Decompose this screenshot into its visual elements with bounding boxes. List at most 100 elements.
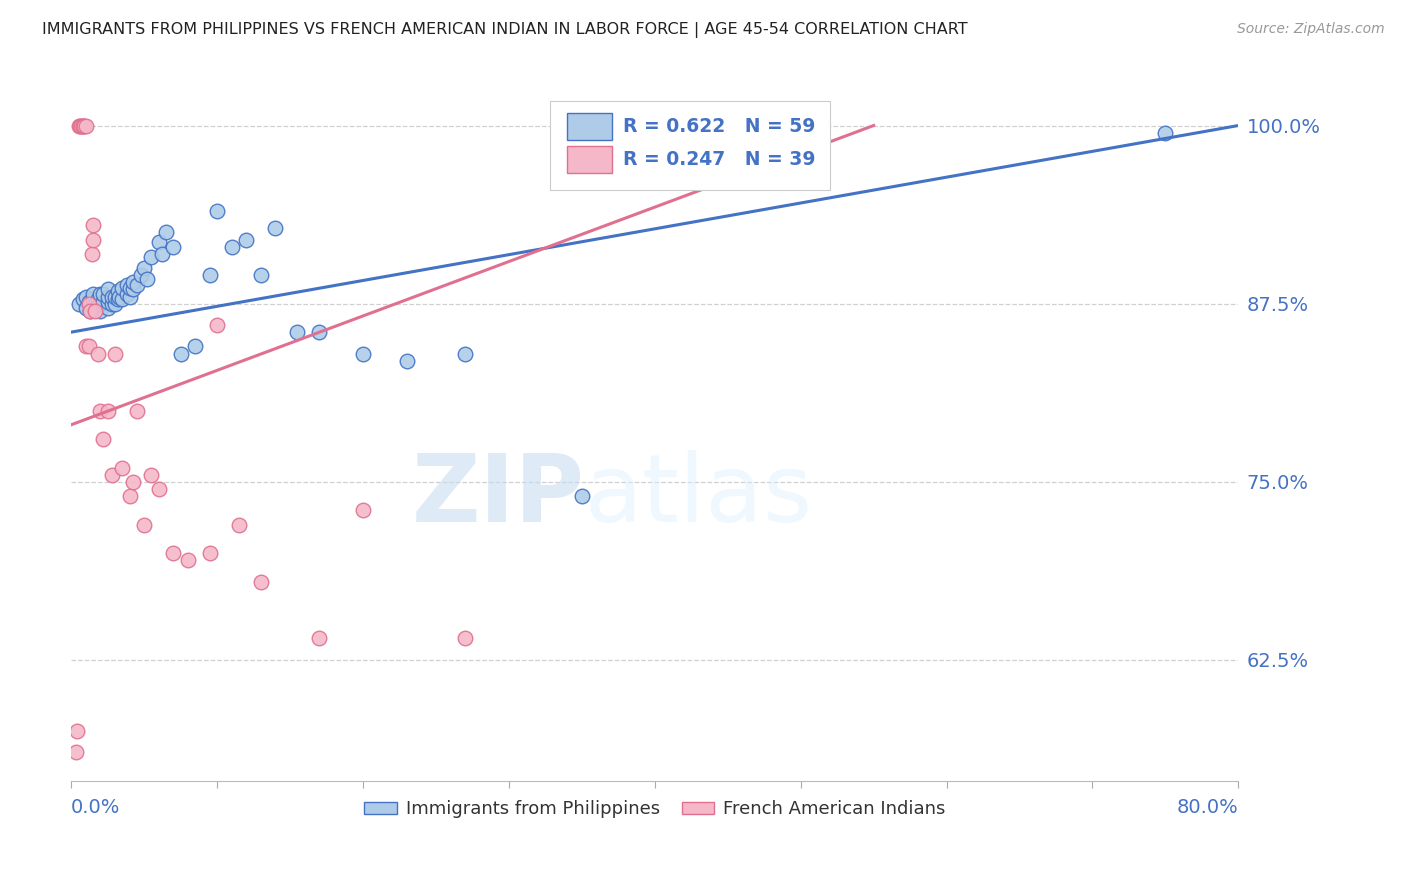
Legend: Immigrants from Philippines, French American Indians: Immigrants from Philippines, French Amer… [357, 793, 953, 825]
FancyBboxPatch shape [567, 112, 612, 140]
Text: ZIP: ZIP [412, 450, 585, 542]
Point [89, 403, 111, 417]
Point [91, 295, 114, 310]
Point [162, 240, 184, 254]
Text: 80.0%: 80.0% [1177, 798, 1239, 817]
Point [129, 268, 152, 282]
Text: Source: ZipAtlas.com: Source: ZipAtlas.com [1237, 22, 1385, 37]
Point [75, 301, 97, 315]
Point [205, 204, 228, 219]
Point [66, 724, 89, 739]
Point [352, 346, 374, 360]
Point [86, 346, 108, 360]
Point [72, 119, 94, 133]
Point [250, 268, 273, 282]
Point [101, 289, 124, 303]
Point [67, 296, 90, 310]
Point [79, 303, 101, 318]
Point [65, 746, 87, 760]
Point [221, 240, 243, 254]
Point [125, 403, 148, 417]
Point [89, 286, 111, 301]
Point [118, 489, 141, 503]
Point [108, 289, 131, 303]
Point [104, 296, 127, 310]
Point [177, 553, 200, 567]
Point [205, 318, 228, 332]
Point [198, 268, 221, 282]
Point [121, 282, 143, 296]
Point [77, 296, 100, 310]
Point [1154, 126, 1177, 140]
Point [352, 503, 374, 517]
Point [77, 339, 100, 353]
Point [101, 467, 124, 482]
Point [308, 325, 330, 339]
Point [134, 517, 156, 532]
Text: R = 0.622   N = 59: R = 0.622 N = 59 [623, 117, 815, 136]
Point [89, 296, 111, 310]
Point [141, 250, 163, 264]
Point [308, 632, 330, 646]
Text: IMMIGRANTS FROM PHILIPPINES VS FRENCH AMERICAN INDIAN IN LABOR FORCE | AGE 45-54: IMMIGRANTS FROM PHILIPPINES VS FRENCH AM… [42, 22, 967, 38]
Point [121, 275, 143, 289]
FancyBboxPatch shape [567, 146, 612, 173]
Point [250, 574, 273, 589]
Point [287, 325, 309, 339]
Point [169, 346, 191, 360]
Text: 0.0%: 0.0% [72, 798, 121, 817]
Point [150, 246, 173, 260]
Point [111, 281, 134, 295]
Point [125, 278, 148, 293]
Point [82, 219, 104, 233]
Point [111, 293, 134, 307]
Point [75, 119, 97, 133]
Point [91, 432, 114, 446]
Point [101, 296, 124, 310]
Point [228, 517, 250, 532]
Point [571, 489, 593, 503]
Point [107, 293, 129, 307]
Point [136, 272, 159, 286]
Point [148, 482, 170, 496]
Point [86, 293, 108, 307]
Point [97, 403, 120, 417]
Point [75, 289, 97, 303]
Point [107, 284, 129, 298]
Point [97, 282, 120, 296]
Point [97, 289, 120, 303]
Point [91, 286, 114, 301]
Point [141, 467, 163, 482]
Point [82, 286, 104, 301]
Point [104, 346, 127, 360]
Point [82, 298, 104, 312]
Point [111, 460, 134, 475]
Point [97, 295, 120, 310]
Point [184, 339, 207, 353]
Point [115, 278, 138, 293]
Point [454, 632, 477, 646]
Point [148, 235, 170, 250]
Point [235, 233, 257, 247]
Text: atlas: atlas [585, 450, 813, 542]
Point [115, 286, 138, 301]
Point [69, 119, 91, 133]
Y-axis label: In Labor Force | Age 45-54: In Labor Force | Age 45-54 [0, 305, 8, 544]
Point [72, 119, 94, 133]
Point [82, 293, 104, 307]
Point [97, 301, 120, 315]
Point [70, 119, 93, 133]
Point [72, 293, 94, 307]
Point [121, 475, 143, 489]
Point [162, 546, 184, 560]
Point [83, 303, 105, 318]
Point [80, 246, 103, 260]
Point [134, 260, 156, 275]
Point [264, 221, 287, 235]
Point [86, 301, 108, 315]
Text: R = 0.247   N = 39: R = 0.247 N = 39 [623, 150, 815, 169]
Point [73, 119, 96, 133]
Point [155, 226, 177, 240]
Point [104, 289, 127, 303]
Point [118, 289, 141, 303]
